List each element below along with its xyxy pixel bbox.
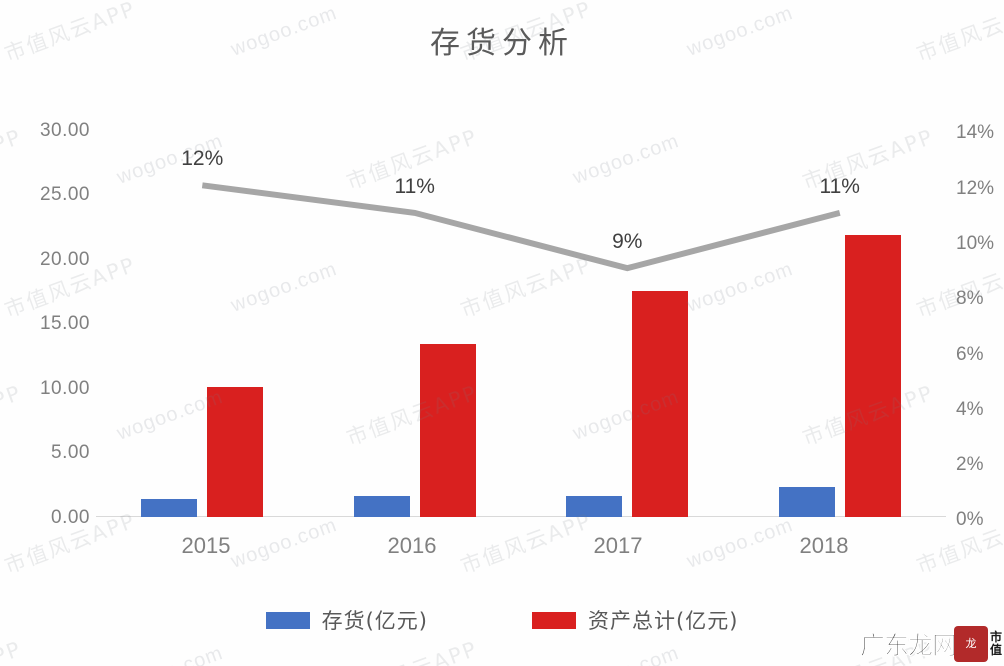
bar-inventory-2018 — [778, 487, 835, 517]
site-logo: 广东龙网 龙 市 值 — [860, 626, 1002, 662]
bar-total-assets-2016 — [419, 344, 476, 517]
site-logo-suffix-bottom: 值 — [989, 643, 1002, 657]
site-logo-suffix-top: 市 — [989, 630, 1002, 644]
site-logo-suffix: 市 值 — [990, 631, 1002, 657]
y-axis-right-tick: 4% — [956, 399, 984, 420]
y-axis-right-tick: 10% — [956, 233, 995, 254]
y-axis-right-tick: 2% — [956, 454, 984, 475]
x-axis-tick-2016: 2016 — [387, 533, 437, 558]
bar-inventory-2015 — [141, 498, 198, 517]
y-axis-right-tick: 6% — [956, 344, 984, 365]
bar-inventory-2016 — [353, 496, 410, 517]
y-axis-right-tick: 14% — [956, 122, 995, 143]
bar-total-assets-2018 — [844, 234, 901, 517]
legend-label-total-assets: 资产总计(亿元) — [588, 609, 739, 633]
percentage-line-series — [201, 182, 841, 272]
y-axis-left-tick: 5.00 — [51, 442, 90, 463]
legend-item-inventory[interactable]: 存货(亿元) — [265, 605, 428, 635]
watermark-text: wogoo.com — [114, 642, 226, 666]
x-axis-tick-2017: 2017 — [593, 533, 643, 558]
bar-inventory-2017 — [566, 496, 623, 517]
line-label-2016: 11% — [394, 174, 435, 198]
legend-label-inventory: 存货(亿元) — [321, 609, 428, 633]
plot-area — [96, 130, 946, 517]
watermark-text: wogoo.com — [570, 642, 682, 666]
y-axis-left-tick: 20.00 — [39, 249, 90, 270]
line-label-2017: 9% — [612, 230, 643, 254]
line-label-2015: 12% — [181, 147, 224, 171]
y-axis-right-tick: 0% — [956, 509, 984, 530]
legend-item-total-assets[interactable]: 资产总计(亿元) — [532, 605, 738, 635]
y-axis-left-tick: 10.00 — [39, 378, 90, 399]
bar-total-assets-2015 — [207, 386, 264, 517]
legend-swatch-total-assets — [532, 611, 576, 629]
chart-legend: 存货(亿元) 资产总计(亿元) — [0, 600, 1004, 640]
y-axis-left-tick: 25.00 — [39, 184, 90, 205]
legend-swatch-inventory — [265, 611, 310, 629]
line-label-2018: 11% — [819, 174, 860, 198]
y-axis-right-tick: 8% — [956, 288, 984, 309]
y-axis-right-tick: 12% — [956, 178, 995, 199]
site-logo-text: 广东龙网 — [859, 631, 958, 661]
x-axis-baseline — [96, 516, 946, 517]
chart-title: 存货分析 — [430, 26, 574, 61]
site-logo-seal: 龙 — [953, 626, 988, 662]
x-axis-tick-2015: 2015 — [181, 533, 231, 558]
y-axis-left-tick: 15.00 — [39, 313, 90, 334]
bar-total-assets-2017 — [632, 291, 689, 517]
y-axis-left-tick: 0.00 — [51, 507, 90, 528]
y-axis-left-tick: 30.00 — [39, 120, 90, 141]
x-axis-tick-2018: 2018 — [799, 533, 849, 558]
